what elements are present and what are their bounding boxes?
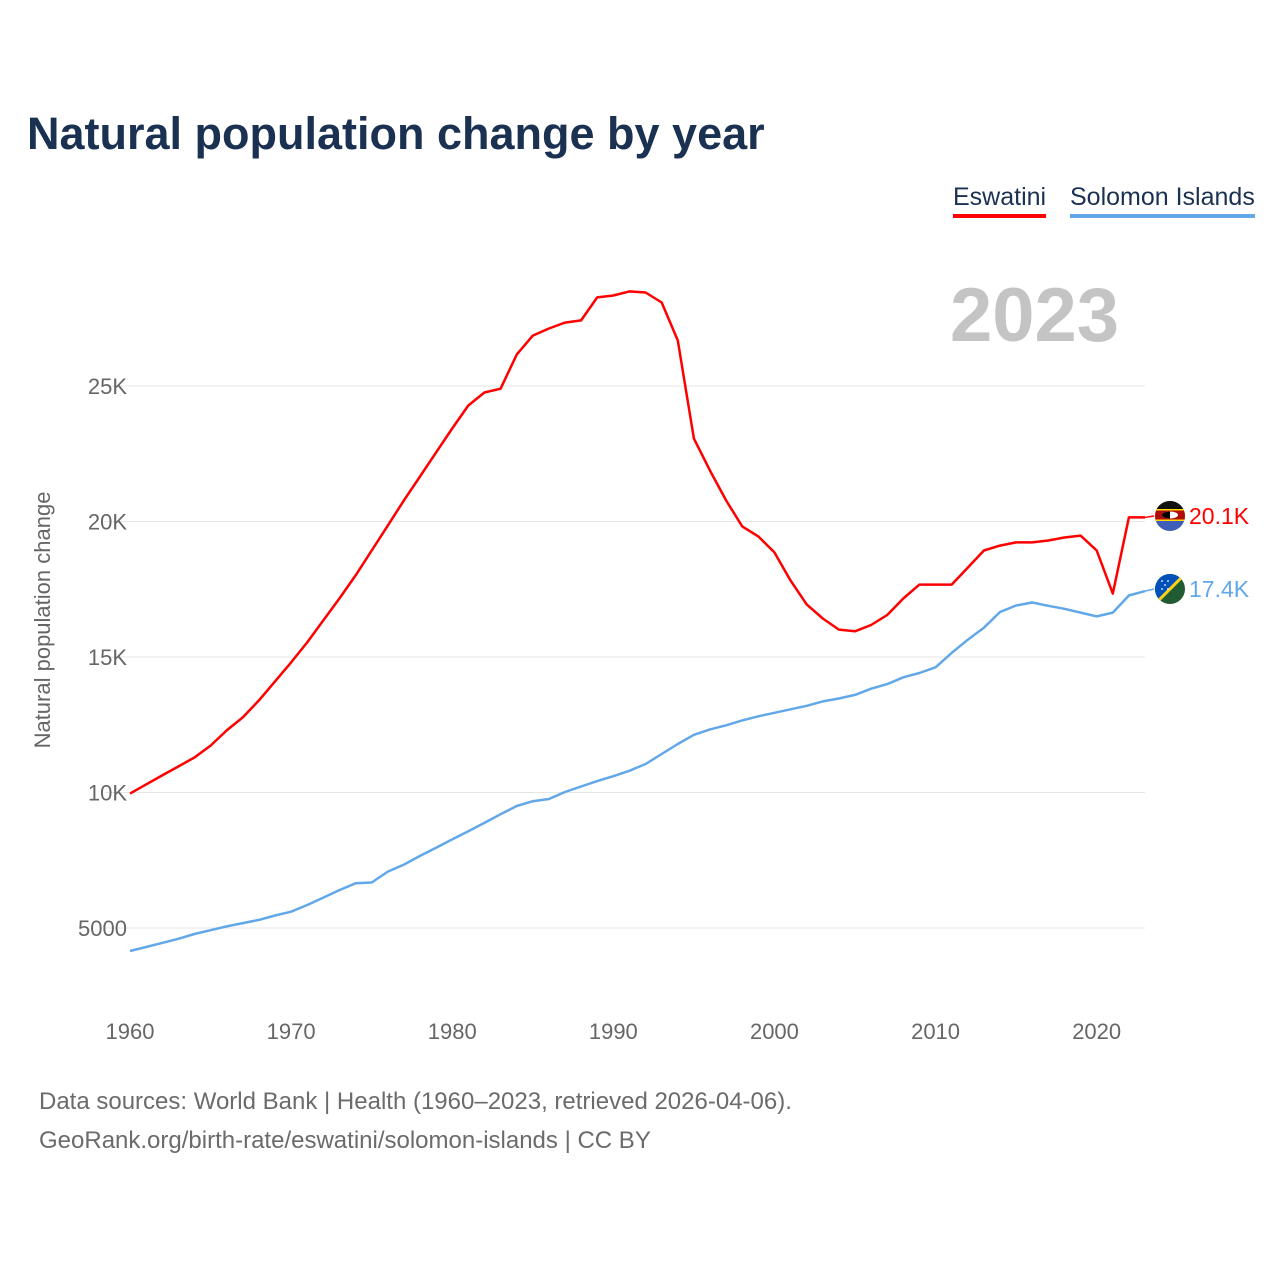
flag-star (1167, 580, 1169, 582)
x-tick-label: 1960 (106, 1019, 155, 1044)
x-tick-label: 2010 (911, 1019, 960, 1044)
legend-item-solomon-islands[interactable]: Solomon Islands (1070, 183, 1255, 218)
chart-title: Natural population change by year (27, 108, 765, 159)
flag-star (1167, 588, 1169, 590)
solomon-islands-flag-icon (1155, 574, 1185, 604)
end-value-label: 20.1K (1189, 503, 1250, 529)
footer-sources: Data sources: World Bank | Health (1960–… (39, 1088, 792, 1115)
flag-top (1155, 501, 1185, 509)
series-line-eswatini (129, 290, 1145, 795)
highlight-year: 2023 (950, 273, 1120, 358)
end-value-label: 17.4K (1189, 576, 1250, 602)
x-tick-label: 2000 (750, 1019, 799, 1044)
flag-shield-dark (1162, 511, 1170, 519)
footer-link[interactable]: GeoRank.org/birth-rate/eswatini/solomon-… (39, 1127, 651, 1154)
end-connector (1144, 515, 1155, 519)
series-line-solomon-islands (129, 589, 1146, 953)
flag-star (1164, 584, 1166, 586)
x-tick-label: 1970 (267, 1019, 316, 1044)
flag-star (1161, 580, 1163, 582)
end-connector (1144, 588, 1155, 592)
x-tick-label: 1990 (589, 1019, 638, 1044)
y-tick-label: 15K (88, 645, 127, 670)
flag-body (1155, 574, 1185, 604)
flag-body (1155, 501, 1185, 531)
y-tick-label: 5000 (78, 916, 127, 941)
y-tick-label: 10K (88, 781, 127, 806)
legend-item-eswatini[interactable]: Eswatini (953, 183, 1047, 218)
x-tick-label: 2020 (1072, 1019, 1121, 1044)
y-tick-label: 25K (88, 374, 127, 399)
flag-star (1161, 588, 1163, 590)
eswatini-flag-icon (1155, 501, 1185, 531)
y-tick-label: 20K (88, 510, 127, 535)
x-tick-label: 1980 (428, 1019, 477, 1044)
